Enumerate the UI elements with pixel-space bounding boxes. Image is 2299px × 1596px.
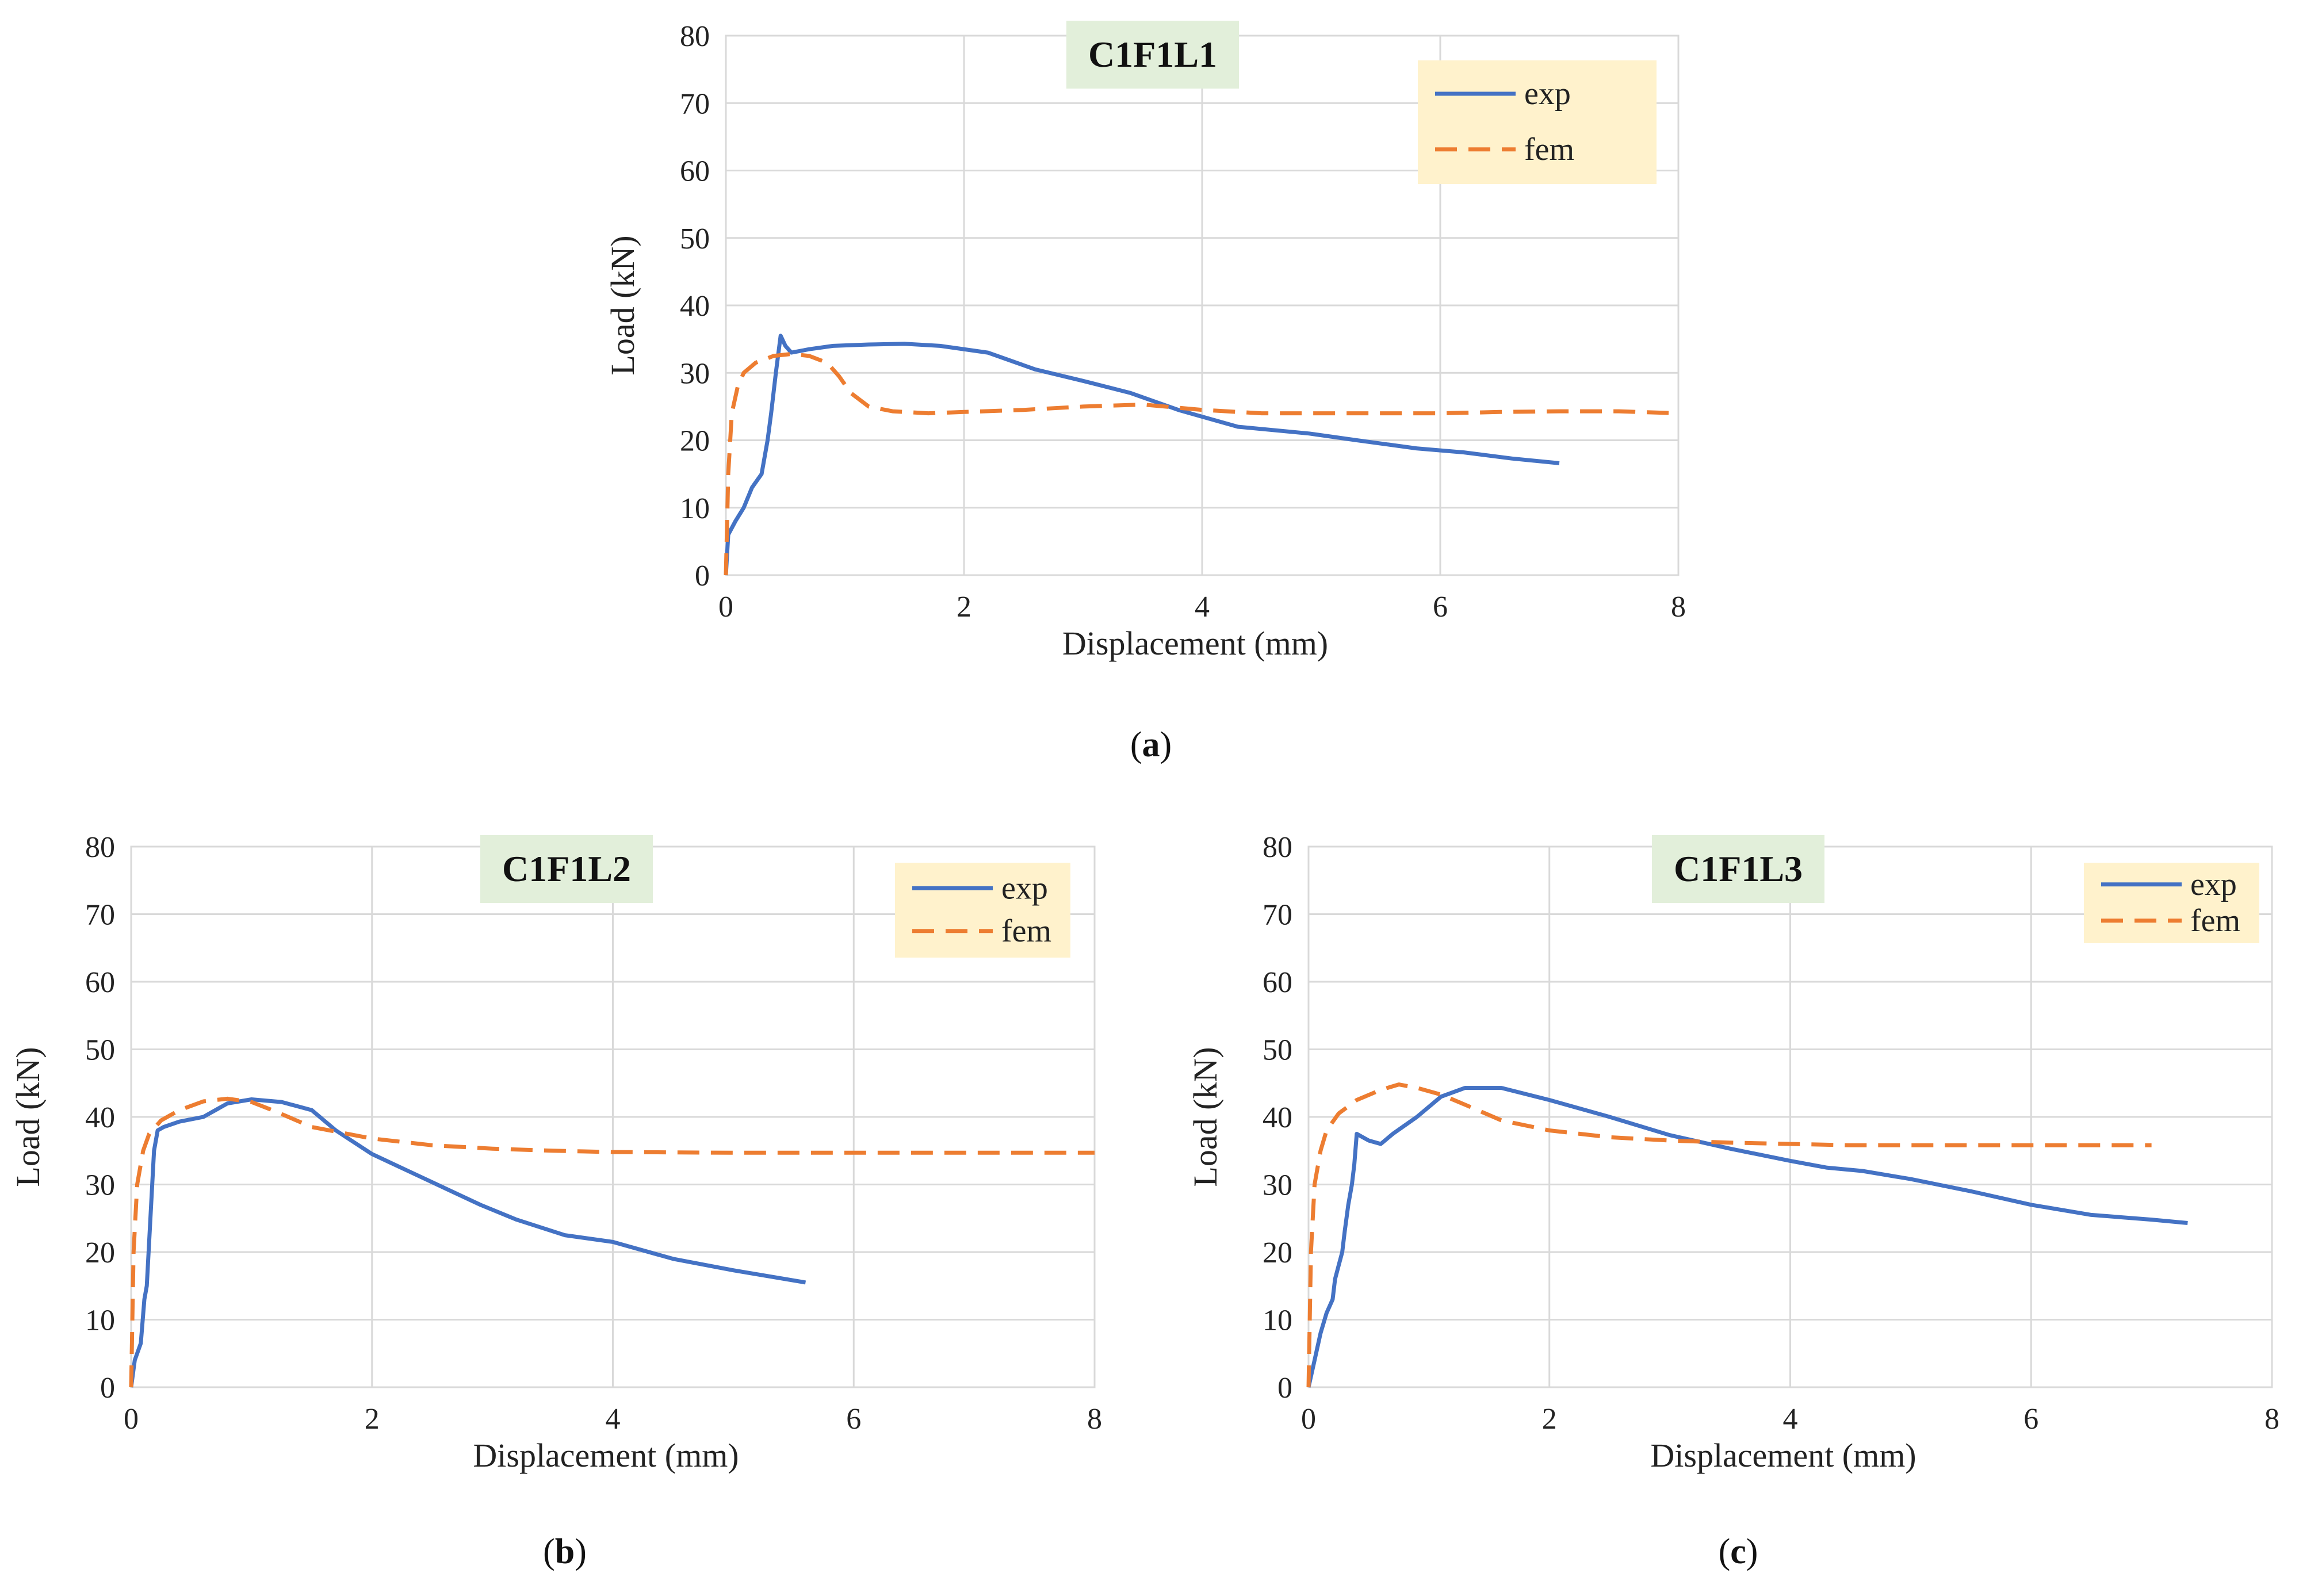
legend-box [2084, 863, 2259, 943]
y-tick-label: 0 [100, 1372, 115, 1404]
y-tick-label: 40 [1263, 1101, 1292, 1134]
chart-panel-b: 0 10 20 30 40 50 60 70 80 0 2 4 6 8 Displacement (mm) L… [9, 831, 1102, 1571]
chart-title: C1F1L1 [1088, 34, 1217, 75]
legend-label-exp: exp [1001, 871, 1048, 906]
chart-title: C1F1L3 [1674, 848, 1803, 889]
series-line-fem [129, 1096, 1095, 1388]
series-line-exp [724, 334, 1560, 576]
y-tick-label: 20 [680, 425, 710, 458]
y-tick-label: 30 [1263, 1169, 1292, 1202]
legend-label-fem: fem [2190, 903, 2240, 939]
y-tick-label: 40 [680, 290, 710, 323]
x-axis-label: Displacement (mm) [1650, 1437, 1916, 1474]
x-tick-label: 2 [957, 591, 971, 623]
x-tick-label: 2 [365, 1403, 380, 1436]
x-tick-label: 8 [1671, 591, 1686, 623]
panel-caption: (c) [1719, 1532, 1758, 1571]
series-line-exp [129, 1097, 806, 1388]
x-axis-label: Displacement (mm) [473, 1437, 739, 1474]
y-tick-label: 60 [85, 966, 115, 999]
x-tick-label: 4 [1195, 591, 1210, 623]
y-tick-label: 20 [85, 1237, 115, 1269]
y-axis-label: Load (kN) [604, 235, 641, 375]
legend-label-exp: exp [1524, 76, 1571, 112]
legend-label-fem: fem [1001, 913, 1051, 949]
series-line-fem [724, 351, 1679, 576]
y-tick-label: 70 [680, 87, 710, 120]
y-tick-label: 60 [1263, 966, 1292, 999]
y-tick-label: 30 [680, 357, 710, 390]
panel-caption: (a) [1130, 725, 1172, 764]
legend-label-fem: fem [1524, 132, 1574, 167]
y-tick-label: 30 [85, 1169, 115, 1202]
legend-box [1418, 60, 1657, 184]
legend-box [895, 863, 1070, 958]
y-tick-label: 70 [1263, 899, 1292, 932]
panel-caption: (b) [543, 1532, 587, 1571]
y-tick-label: 10 [85, 1304, 115, 1337]
chart-title: C1F1L2 [502, 848, 631, 889]
y-tick-label: 80 [680, 20, 710, 53]
x-tick-label: 6 [2023, 1403, 2038, 1436]
y-tick-label: 50 [85, 1034, 115, 1067]
legend-label-exp: exp [2190, 867, 2237, 902]
y-tick-label: 20 [1263, 1237, 1292, 1269]
x-tick-label: 4 [1783, 1403, 1798, 1436]
x-tick-label: 0 [1301, 1403, 1316, 1436]
x-tick-label: 4 [606, 1403, 621, 1436]
x-tick-label: 2 [1542, 1403, 1557, 1436]
chart-title-box [480, 835, 653, 903]
y-tick-label: 0 [1277, 1372, 1292, 1404]
series-line-fem [1306, 1082, 2152, 1388]
y-tick-label: 50 [1263, 1034, 1292, 1067]
y-axis-label: Load (kN) [1187, 1047, 1224, 1187]
y-tick-label: 80 [85, 831, 115, 864]
y-tick-label: 80 [1263, 831, 1292, 864]
y-tick-label: 0 [695, 560, 710, 592]
y-tick-label: 40 [85, 1101, 115, 1134]
chart-title-box [1652, 835, 1824, 903]
y-tick-label: 70 [85, 899, 115, 932]
y-tick-label: 50 [680, 223, 710, 255]
y-axis-label: Load (kN) [9, 1047, 47, 1187]
x-tick-label: 0 [124, 1403, 139, 1436]
x-tick-label: 0 [718, 591, 733, 623]
y-tick-label: 10 [1263, 1304, 1292, 1337]
chart-panel-a: 0 10 20 30 40 50 60 70 80 0 2 4 6 8 Displacement (mm) L… [604, 20, 1686, 764]
series-line-exp [1306, 1086, 2188, 1388]
x-tick-label: 8 [2264, 1403, 2279, 1436]
x-axis-label: Displacement (mm) [1062, 625, 1328, 662]
x-tick-label: 6 [1433, 591, 1448, 623]
chart-title-box [1066, 21, 1239, 89]
y-tick-label: 10 [680, 492, 710, 525]
chart-panel-c: 0 10 20 30 40 50 60 70 80 0 2 4 6 8 Displacement (mm) L… [1187, 831, 2279, 1571]
x-tick-label: 8 [1087, 1403, 1102, 1436]
x-tick-label: 6 [846, 1403, 861, 1436]
y-tick-label: 60 [680, 155, 710, 188]
